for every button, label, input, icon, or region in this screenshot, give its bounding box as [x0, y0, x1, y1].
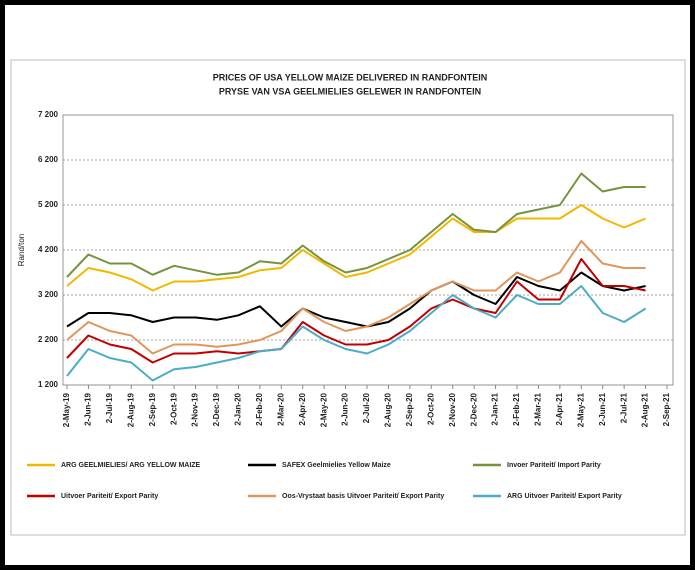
- chart-title: PRICES OF USA YELLOW MAIZE DELIVERED IN …: [213, 72, 488, 82]
- x-tick-label: 2-Oct-19: [169, 392, 178, 425]
- x-tick-label: 2-Sep-20: [405, 392, 414, 426]
- x-tick-label: 2-May-21: [576, 392, 585, 427]
- legend-label: SAFEX Geelmielies Yellow Maize: [282, 462, 391, 469]
- legend-label: Invoer Pariteit/ Import Parity: [507, 462, 601, 469]
- x-tick-label: 2-May-19: [62, 392, 71, 427]
- x-tick-label: 2-Jan-21: [491, 392, 500, 425]
- y-tick-label: 7 200: [38, 110, 59, 119]
- x-tick-label: 2-Mar-20: [276, 392, 285, 425]
- y-tick-label: 5 200: [38, 200, 59, 209]
- x-tick-label: 2-Feb-21: [512, 392, 521, 425]
- x-tick-label: 2-Apr-21: [555, 392, 564, 425]
- chart: PRICES OF USA YELLOW MAIZE DELIVERED IN …: [5, 5, 690, 565]
- x-tick-label: 2-Jul-21: [619, 392, 628, 423]
- frame: PRICES OF USA YELLOW MAIZE DELIVERED IN …: [0, 0, 695, 570]
- x-tick-label: 2-Dec-19: [212, 392, 221, 426]
- x-tick-label: 2-Jun-19: [84, 392, 93, 425]
- y-tick-label: 1 200: [38, 380, 59, 389]
- x-tick-label: 2-Aug-20: [384, 392, 393, 427]
- y-tick-label: 3 200: [38, 290, 59, 299]
- y-axis-label: Rand/ton: [17, 234, 26, 266]
- x-tick-label: 2-Jul-20: [362, 392, 371, 423]
- y-tick-label: 4 200: [38, 245, 59, 254]
- legend-label: Uitvoer Pariteit/ Export Parity: [61, 493, 158, 500]
- x-tick-label: 2-Nov-20: [448, 392, 457, 426]
- y-tick-label: 2 200: [38, 335, 59, 344]
- x-tick-label: 2-Aug-19: [126, 392, 135, 427]
- x-tick-label: 2-May-20: [319, 392, 328, 427]
- x-tick-label: 2-Sep-21: [662, 392, 671, 426]
- legend-label: ARG Uitvoer Pariteit/ Export Parity: [507, 493, 622, 500]
- legend-label: ARG GEELMIELIES/ ARG YELLOW MAIZE: [61, 462, 201, 469]
- chart-subtitle: PRYSE VAN VSA GEELMIELIES GELEWER IN RAN…: [219, 86, 481, 96]
- x-tick-label: 2-Nov-19: [191, 392, 200, 426]
- x-tick-label: 2-Jul-19: [105, 392, 114, 423]
- x-tick-label: 2-Jun-20: [341, 392, 350, 425]
- y-tick-label: 6 200: [38, 155, 59, 164]
- x-tick-label: 2-Dec-20: [469, 392, 478, 426]
- x-tick-label: 2-Feb-20: [255, 392, 264, 425]
- x-tick-label: 2-Mar-21: [534, 392, 543, 425]
- x-tick-label: 2-Apr-20: [298, 392, 307, 425]
- x-tick-label: 2-Oct-20: [426, 392, 435, 425]
- x-tick-label: 2-Jun-21: [598, 392, 607, 425]
- x-tick-label: 2-Sep-19: [148, 392, 157, 426]
- legend-label: Oos-Vrystaat basis Uitvoer Pariteit/ Exp…: [282, 493, 444, 500]
- x-tick-label: 2-Aug-21: [641, 392, 650, 427]
- x-tick-label: 2-Jan-20: [234, 392, 243, 425]
